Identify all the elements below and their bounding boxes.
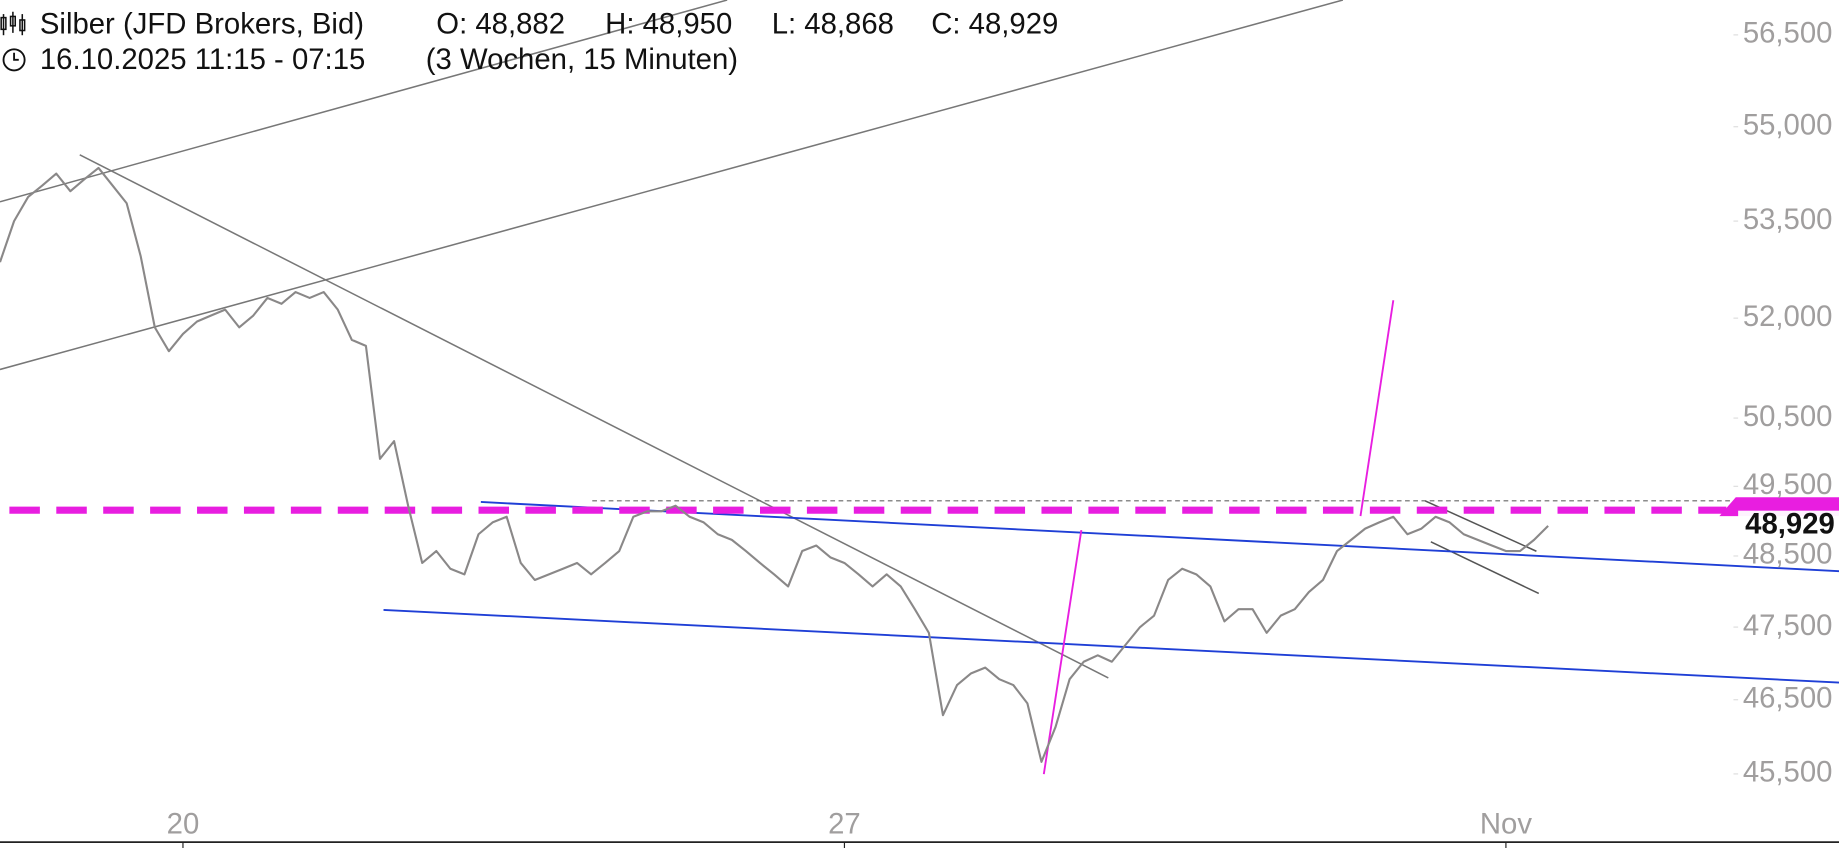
ohlc-open: O: 48,882 <box>436 8 565 41</box>
subtitle: 16.10.2025 11:15 - 07:15 <box>40 43 365 76</box>
candles-icon <box>0 11 26 36</box>
y-tick-label: 46,500 <box>1743 681 1833 714</box>
impulse-line <box>1359 300 1395 517</box>
y-tick-label: 50,500 <box>1743 400 1833 433</box>
ohlc-close: C: 48,929 <box>931 8 1058 41</box>
x-tick-label: Nov <box>1480 807 1532 840</box>
channel-line <box>480 501 1839 573</box>
header: Silber (JFD Brokers, Bid) O: 48,882 H: 4… <box>0 8 1058 76</box>
y-tick-label: 47,500 <box>1743 609 1833 642</box>
trend-line <box>0 0 1344 371</box>
plot <box>0 166 1549 763</box>
ohlc-low: L: 48,868 <box>772 8 894 41</box>
clock-icon <box>2 48 26 72</box>
y-tick-label: 52,000 <box>1743 300 1833 333</box>
trend-line <box>79 154 1109 679</box>
period: (3 Wochen, 15 Minuten) <box>426 43 738 76</box>
y-tick-label: 48,500 <box>1743 538 1833 571</box>
y-tick-label: 56,500 <box>1743 17 1833 50</box>
y-tick-label: 49,500 <box>1743 468 1833 501</box>
y-tick-label: 55,000 <box>1743 108 1833 141</box>
impulse-line <box>1042 529 1083 775</box>
x-tick-label: 20 <box>167 807 200 840</box>
drawings <box>0 0 1839 775</box>
y-tick-label: 45,500 <box>1743 756 1833 789</box>
y-tick-label: 53,500 <box>1743 203 1833 236</box>
x-tick-label: 27 <box>828 807 861 840</box>
title: Silber (JFD Brokers, Bid) <box>40 8 364 41</box>
channel-line <box>383 608 1839 684</box>
price-line <box>0 166 1549 763</box>
price-tag <box>1738 510 1839 542</box>
ohlc-high: H: 48,950 <box>605 8 732 41</box>
price-tag-label: 48,929 <box>1745 508 1835 541</box>
trend-line <box>0 0 728 203</box>
